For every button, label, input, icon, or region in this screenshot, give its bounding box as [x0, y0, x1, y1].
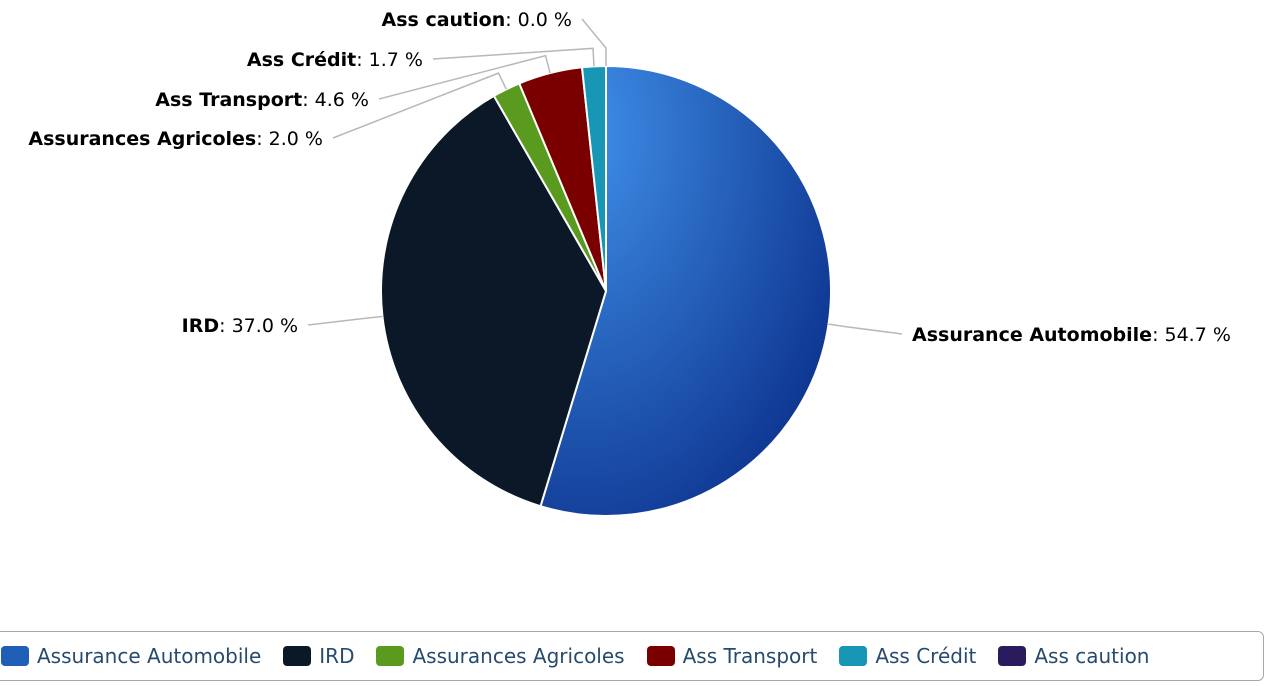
legend-swatch-ass-credit: [839, 646, 868, 666]
legend-label: Ass Transport: [682, 644, 818, 668]
data-label-name: Ass Transport: [155, 89, 302, 111]
leader-line-ass-credit: [432, 47, 595, 67]
legend-swatch-assurances-agricoles: [376, 646, 405, 666]
data-labels: Assurance Automobile: 54.7 % IRD: 37.0 % A…: [28, 9, 1231, 346]
legend-item-ird[interactable]: IRD: [283, 644, 354, 668]
data-label-value: : 0.0 %: [505, 9, 572, 31]
leader-line-assurance-automobile: [828, 323, 903, 335]
leader-line-ird: [307, 315, 383, 326]
legend-label: Ass caution: [1034, 644, 1150, 668]
data-label-ass-credit: Ass Crédit: 1.7 %: [247, 49, 423, 71]
legend-swatch-ass-caution: [998, 646, 1027, 666]
legend-item-assurances-agricoles[interactable]: Assurances Agricoles: [376, 644, 625, 668]
data-label-ass-transport: Ass Transport: 4.6 %: [155, 89, 369, 111]
data-label-value: : 4.6 %: [302, 89, 369, 111]
legend-swatch-ass-transport: [646, 646, 675, 666]
leader-line-ass-caution: [581, 18, 607, 66]
legend-label: Assurance Automobile: [37, 644, 262, 668]
legend-item-ass-caution[interactable]: Ass caution: [998, 644, 1149, 668]
legend-label: Ass Crédit: [875, 644, 977, 668]
data-label-name: Ass caution: [382, 9, 506, 31]
legend-swatch-ird: [283, 646, 312, 666]
legend-item-ass-credit[interactable]: Ass Crédit: [839, 644, 976, 668]
data-label-assurance-automobile: Assurance Automobile: 54.7 %: [912, 324, 1231, 346]
pie-slice-ird[interactable]: [380, 94, 608, 508]
data-label-assurances-agricoles: Assurances Agricoles: 2.0 %: [28, 128, 323, 150]
data-label-name: IRD: [182, 315, 219, 337]
legend-item-ass-transport[interactable]: Ass Transport: [646, 644, 818, 668]
data-label-name: Ass Crédit: [247, 49, 356, 71]
data-label-value: : 37.0 %: [219, 315, 298, 337]
pie-slices: [380, 64, 832, 517]
data-label-value: : 54.7 %: [1152, 324, 1231, 346]
leader-line-assurances-agricoles: [332, 72, 508, 139]
legend-swatch-assurance-automobile: [1, 646, 29, 666]
data-label-ass-caution: Ass caution: 0.0 %: [382, 9, 573, 31]
label-connectors: [307, 18, 903, 335]
data-label-value: : 2.0 %: [256, 128, 323, 150]
legend-label: Assurances Agricoles: [412, 644, 625, 668]
legend: Assurance Automobile IRD Assurances Agri…: [0, 631, 1264, 681]
legend-item-assurance-automobile[interactable]: Assurance Automobile: [1, 644, 261, 668]
data-label-name: Assurance Automobile: [912, 324, 1152, 346]
legend-label: IRD: [319, 644, 355, 668]
data-label-ird: IRD: 37.0 %: [182, 315, 298, 337]
data-label-value: : 1.7 %: [356, 49, 423, 71]
leader-line-ass-transport: [378, 54, 551, 100]
data-label-name: Assurances Agricoles: [28, 128, 256, 150]
